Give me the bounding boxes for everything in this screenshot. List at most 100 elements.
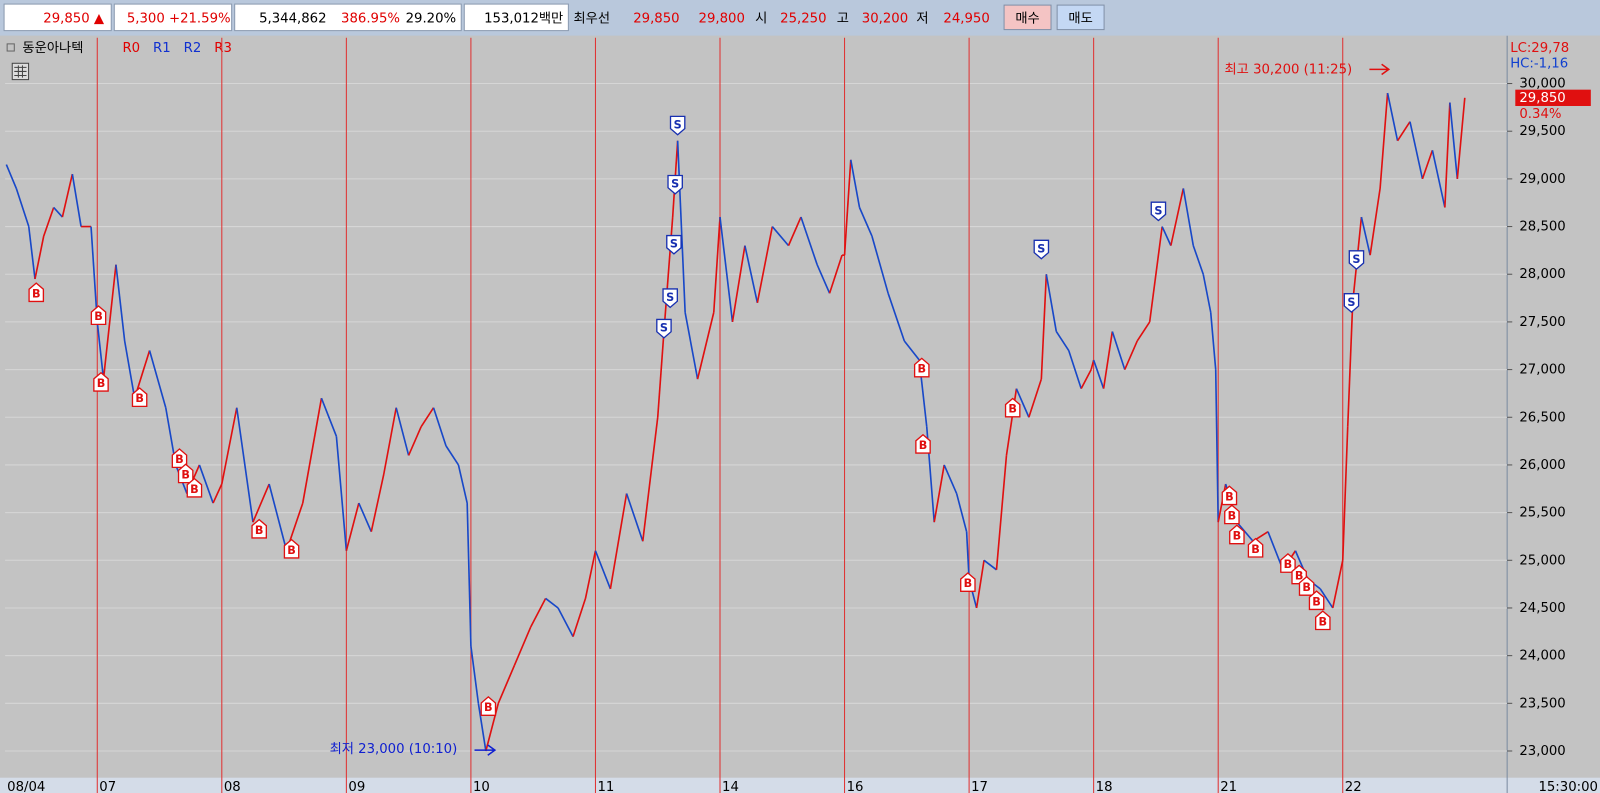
buy-signal xyxy=(480,696,497,716)
price-segment xyxy=(849,159,861,208)
toolbar-value: 386.95% xyxy=(341,11,400,26)
price-segment xyxy=(15,188,30,227)
price-segment xyxy=(676,140,686,313)
price-segment xyxy=(123,340,136,399)
axis-background xyxy=(1507,35,1600,793)
toolbar-button-label[interactable]: 매수 xyxy=(1015,10,1039,26)
hc-label: HC:-1,16 xyxy=(1510,56,1568,71)
x-tick-label: 09 xyxy=(348,780,365,793)
grid-icon-lines xyxy=(14,65,27,78)
toolbar-value: 153,012백만 xyxy=(484,10,563,26)
sell-signal xyxy=(1343,293,1360,313)
sell-signal xyxy=(667,174,683,195)
buy-signal xyxy=(915,433,931,454)
x-tick-label: 22 xyxy=(1345,780,1362,793)
toolbar-value: 저 xyxy=(916,10,928,26)
signal-label: B xyxy=(181,468,190,481)
price-segment xyxy=(53,206,63,218)
last-price-label: 29,850 xyxy=(1519,91,1565,106)
x-tick-label: 07 xyxy=(99,780,116,793)
buy-signal xyxy=(1247,537,1264,558)
price-segment xyxy=(594,550,612,590)
indicator-label: R1 xyxy=(153,41,171,56)
price-segment xyxy=(1111,331,1126,370)
price-segment xyxy=(115,264,126,342)
toolbar-value: 고 xyxy=(837,11,849,26)
signal-label: S xyxy=(1037,243,1045,256)
price-segment xyxy=(148,350,167,408)
price-segment xyxy=(252,483,270,523)
price-segment xyxy=(358,502,373,533)
y-tick-label: 27,500 xyxy=(1519,315,1565,330)
buy-signal xyxy=(913,357,930,378)
x-tick-label: 21 xyxy=(1220,780,1237,793)
indicator-label: R2 xyxy=(184,41,202,56)
price-segment xyxy=(1379,93,1389,189)
buy-signal xyxy=(1298,575,1315,596)
indicator-label: R3 xyxy=(214,41,232,56)
price-segment xyxy=(731,245,746,323)
toolbar-cell xyxy=(463,3,569,32)
price-segment xyxy=(102,264,117,380)
y-tick-label: 29,500 xyxy=(1519,124,1565,139)
toolbar-value: 29,850 ▲ xyxy=(43,11,105,26)
price-segment xyxy=(1214,369,1220,523)
y-tick-label: 24,500 xyxy=(1519,601,1565,616)
price-segment xyxy=(320,397,338,437)
buy-signal xyxy=(1004,397,1021,418)
signal-label: B xyxy=(287,544,296,557)
price-segment xyxy=(1431,150,1446,208)
price-segment xyxy=(975,560,985,609)
signal-label: S xyxy=(674,119,682,132)
price-segment xyxy=(744,245,759,304)
signal-label: S xyxy=(670,238,678,251)
price-segment xyxy=(268,483,288,551)
price-segment xyxy=(816,264,831,294)
price-segment xyxy=(1346,302,1354,427)
price-segment xyxy=(1319,588,1334,609)
price-segment xyxy=(1055,330,1070,351)
price-segment xyxy=(787,216,802,246)
x-tick-label: 08/04 xyxy=(7,780,45,793)
price-segment xyxy=(212,483,223,504)
price-segment xyxy=(871,235,889,294)
price-segment xyxy=(843,159,852,256)
price-segment xyxy=(235,407,254,523)
price-segment xyxy=(684,312,699,380)
y-tick-label: 25,000 xyxy=(1519,553,1565,568)
signal-label: B xyxy=(175,453,184,466)
signal-label: B xyxy=(1228,509,1237,522)
signal-label: B xyxy=(255,524,264,537)
signal-label: B xyxy=(97,377,106,390)
price-segment xyxy=(1449,102,1459,179)
price-segment xyxy=(1386,92,1399,141)
toolbar-button[interactable] xyxy=(1003,4,1052,31)
price-segment xyxy=(221,407,238,485)
price-segment xyxy=(1136,321,1151,342)
signal-label: B xyxy=(1302,581,1311,594)
x-tick-label: 10 xyxy=(473,780,490,793)
last-change: 0.34% xyxy=(1519,107,1561,122)
buy-signal xyxy=(1315,610,1331,631)
toolbar-value: 최우선 xyxy=(573,10,610,26)
x-tick-label: 11 xyxy=(597,780,614,793)
low-arrow xyxy=(474,744,497,756)
y-tick-label: 30,000 xyxy=(1519,77,1565,92)
toolbar-button-label[interactable]: 매도 xyxy=(1068,10,1092,26)
sell-signal xyxy=(1150,201,1167,222)
price-segment xyxy=(27,226,36,280)
indicator-label: R0 xyxy=(122,41,140,56)
y-tick-label: 25,500 xyxy=(1519,506,1565,521)
toolbar-cell xyxy=(3,3,112,32)
buy-signal xyxy=(960,572,976,593)
price-segment xyxy=(485,703,500,752)
price-segment xyxy=(1360,216,1371,256)
price-segment xyxy=(90,226,99,322)
price-segment xyxy=(1192,245,1205,275)
price-segment xyxy=(995,455,1008,570)
toolbar-value: 25,250 xyxy=(780,11,826,26)
toolbar-button[interactable] xyxy=(1056,4,1105,31)
signal-label: S xyxy=(660,322,668,335)
signal-label: B xyxy=(1225,490,1234,503)
